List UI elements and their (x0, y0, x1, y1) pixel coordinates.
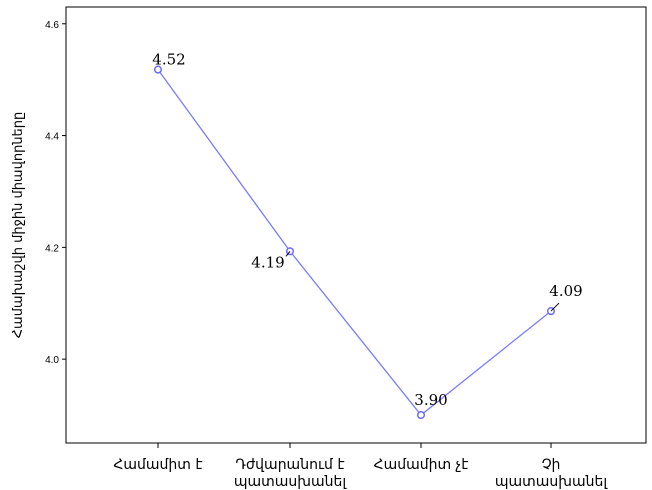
x-tick-label: Չի (542, 457, 561, 473)
series-polyline (157, 69, 552, 416)
data-label-leader (550, 302, 560, 312)
data-label: 4.52 (152, 51, 185, 69)
series-line (153, 65, 556, 420)
y-axis-label: Համախաշվի միջին միավորները (11, 112, 26, 339)
x-tick-label: պատասխանել (234, 474, 348, 490)
x-tick-label: Դժվարանում է (235, 457, 344, 473)
plot-area (65, 6, 647, 444)
x-tick-label: Համամիտ չէ (374, 457, 469, 473)
data-label: 4.19 (251, 253, 284, 271)
y-tick-label: 4.0 (45, 355, 59, 366)
x-tick-label: Համամիտ է (113, 457, 202, 473)
data-label-leader (285, 250, 291, 257)
data-label: 4.09 (549, 282, 582, 300)
y-tick-label: 4.4 (45, 132, 59, 143)
data-label: 3.90 (414, 391, 447, 409)
y-tick-label: 4.6 (45, 20, 59, 31)
y-axis: 4.0 4.2 4.4 4.6 (45, 20, 66, 366)
data-labels: 4.52 4.19 3.90 4.09 (152, 51, 582, 409)
data-point-marker (153, 65, 163, 74)
y-tick-label: 4.2 (45, 243, 59, 254)
data-point-marker (416, 411, 426, 420)
x-tick-label: պատասխանել (495, 474, 609, 490)
